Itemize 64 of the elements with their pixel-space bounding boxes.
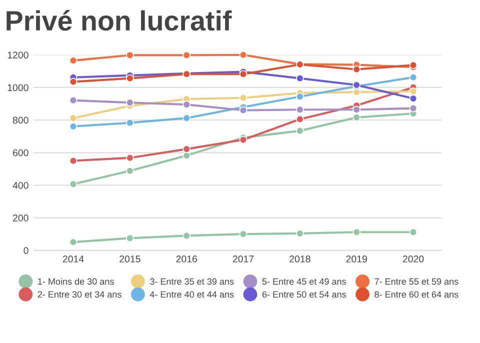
x-tick-label: 2016 xyxy=(176,256,197,262)
point xyxy=(182,232,190,240)
y-tick-label: 1000 xyxy=(8,84,28,92)
point xyxy=(182,145,190,153)
point xyxy=(182,114,190,122)
point xyxy=(296,92,304,100)
legend-label: 4- Entre 40 et 44 ans xyxy=(150,291,234,298)
x-tick-label: 2020 xyxy=(402,256,424,262)
point xyxy=(182,51,190,60)
point xyxy=(296,74,304,82)
y-tick-label: 800 xyxy=(12,116,28,124)
point xyxy=(296,230,304,238)
chart-title: Privé non lucratif xyxy=(6,10,232,31)
point xyxy=(69,78,78,86)
point xyxy=(126,166,134,175)
point xyxy=(296,126,304,135)
legend-label: 8- Entre 60 et 64 ans xyxy=(374,291,458,298)
point xyxy=(352,228,360,236)
point xyxy=(409,87,418,96)
point xyxy=(239,50,248,59)
point xyxy=(126,154,134,162)
point xyxy=(126,98,134,107)
point xyxy=(69,180,78,188)
point xyxy=(69,114,78,122)
point xyxy=(126,234,134,242)
y-tick-label: 400 xyxy=(12,182,28,189)
point xyxy=(352,106,360,114)
point xyxy=(296,106,304,114)
point xyxy=(182,100,190,108)
y-tick-label: 1200 xyxy=(8,52,28,58)
point xyxy=(126,74,134,82)
legend-label: 2- Entre 30 et 34 ans xyxy=(38,291,122,298)
point xyxy=(239,70,248,78)
legend-label: 7- Entre 55 et 59 ans xyxy=(374,278,458,285)
point xyxy=(409,228,418,236)
legend-label: 1- Moins de 30 ans xyxy=(38,278,114,285)
point xyxy=(409,94,418,102)
y-tick-label: 0 xyxy=(24,247,28,254)
point xyxy=(126,118,134,127)
legend-label: 3- Entre 35 et 39 ans xyxy=(150,278,234,285)
y-tick-label: 200 xyxy=(13,214,28,222)
point xyxy=(69,238,78,246)
point xyxy=(239,94,248,102)
legend-label: 6- Entre 50 et 54 ans xyxy=(262,291,346,298)
x-tick-label: 2019 xyxy=(346,256,367,262)
point xyxy=(239,230,248,238)
point xyxy=(69,56,78,64)
x-tick-label: 2018 xyxy=(290,256,310,262)
point xyxy=(352,65,360,74)
point xyxy=(409,73,418,82)
point xyxy=(126,51,134,60)
point xyxy=(296,115,304,124)
point xyxy=(352,114,360,122)
x-tick-label: 2017 xyxy=(232,256,254,262)
x-tick-label: 2015 xyxy=(120,256,140,262)
y-tick-label: 600 xyxy=(13,149,28,156)
legend-label: 5- Entre 45 et 49 ans xyxy=(262,278,346,285)
point xyxy=(239,106,248,114)
point xyxy=(182,152,190,160)
point xyxy=(69,156,78,165)
point xyxy=(409,104,418,112)
point xyxy=(69,122,78,130)
x-tick-label: 2014 xyxy=(62,256,84,262)
point xyxy=(69,96,78,104)
